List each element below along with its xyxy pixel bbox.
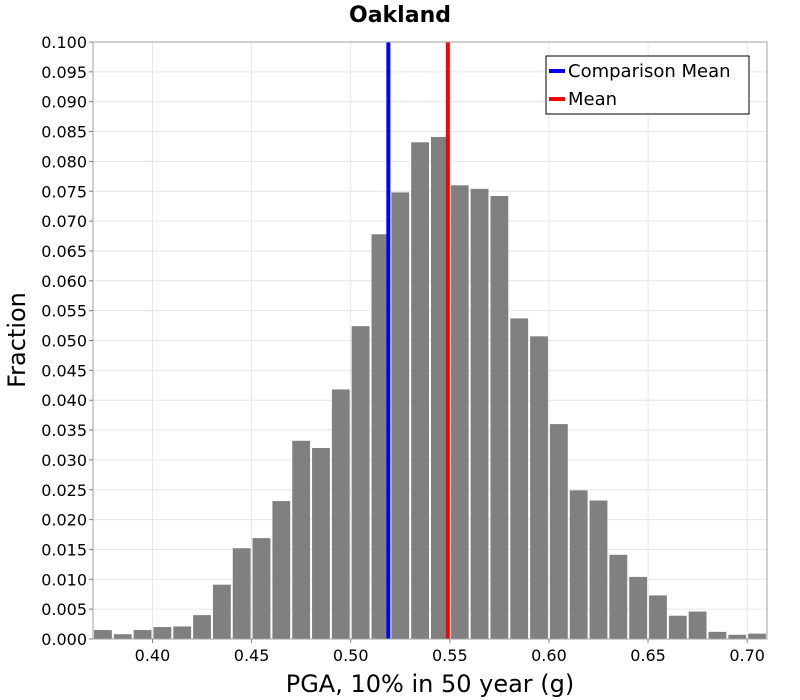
histogram-bar (391, 192, 410, 639)
legend-label-mean: Mean (568, 89, 617, 110)
y-tick-label: 0.000 (41, 630, 87, 649)
y-tick-label: 0.020 (41, 511, 87, 530)
y-axis-title: Fraction (3, 292, 31, 388)
grid-lines (93, 41, 767, 640)
histogram-bar (688, 611, 707, 639)
y-tick-label: 0.045 (41, 361, 87, 380)
y-tick-label: 0.075 (41, 182, 87, 201)
histogram-bar (589, 500, 608, 639)
histogram-bar (569, 490, 588, 639)
histogram-bar (94, 630, 112, 639)
y-tick-label: 0.025 (41, 481, 87, 500)
legend-box (545, 55, 750, 115)
histogram-bar (292, 440, 311, 639)
x-tick-label: 0.60 (531, 646, 567, 665)
histogram-bar (113, 634, 132, 639)
histogram-bar (272, 501, 291, 639)
y-tick-label: 0.050 (41, 332, 87, 351)
histogram-bar (351, 326, 370, 639)
histogram-bar (748, 633, 766, 639)
histogram-bar (609, 554, 628, 639)
histogram-bars (94, 136, 766, 639)
histogram-bar (173, 626, 192, 639)
x-tick-label: 0.45 (234, 646, 270, 665)
reference-lines (386, 42, 450, 639)
histogram-bar (629, 576, 648, 639)
x-tick-label: 0.65 (630, 646, 666, 665)
y-tick-label: 0.090 (41, 93, 87, 112)
x-axis-ticks: 0.40 0.45 0.50 0.55 0.60 0.65 0.70 (135, 639, 765, 665)
y-tick-label: 0.065 (41, 242, 87, 261)
histogram-bar (450, 185, 469, 639)
y-tick-label: 0.035 (41, 421, 87, 440)
histogram-bar (411, 142, 429, 639)
x-tick-label: 0.50 (333, 646, 369, 665)
histogram-bar (649, 595, 667, 639)
histogram-bar (510, 318, 529, 639)
histogram-bar (232, 548, 251, 639)
x-tick-label: 0.70 (729, 646, 765, 665)
histogram-bar (212, 584, 231, 639)
y-tick-label: 0.095 (41, 63, 87, 82)
histogram-bar (728, 634, 747, 639)
y-tick-label: 0.010 (41, 570, 87, 589)
y-tick-label: 0.055 (41, 302, 87, 321)
chart-title: Oakland (349, 3, 451, 28)
y-tick-label: 0.005 (41, 600, 87, 619)
legend: Comparison Mean Mean (545, 55, 750, 115)
histogram-bar (708, 631, 727, 639)
histogram-bar (252, 538, 271, 639)
x-tick-label: 0.40 (135, 646, 171, 665)
x-axis-title: PGA, 10% in 50 year (g) (286, 670, 575, 698)
legend-label-comparison-mean: Comparison Mean (568, 61, 731, 82)
y-tick-label: 0.070 (41, 212, 87, 231)
y-tick-label: 0.060 (41, 272, 87, 291)
y-tick-label: 0.080 (41, 152, 87, 171)
histogram-bar (470, 188, 489, 639)
y-tick-label: 0.040 (41, 391, 87, 410)
y-tick-label: 0.085 (41, 123, 87, 142)
x-tick-label: 0.55 (432, 646, 468, 665)
histogram-bar (312, 447, 330, 639)
histogram-bar (193, 615, 211, 639)
histogram-bar (490, 196, 509, 639)
y-axis-ticks: 0.000 0.005 0.010 0.015 0.020 0.025 0.030 0.035… (41, 33, 93, 649)
y-tick-label: 0.030 (41, 451, 87, 470)
histogram-bar (153, 627, 172, 639)
histogram-bar (431, 136, 449, 639)
histogram-bar (668, 615, 687, 639)
histogram-bar (331, 389, 350, 639)
y-tick-label: 0.015 (41, 540, 87, 559)
histogram-bar (371, 234, 390, 639)
histogram-bar (133, 630, 152, 639)
histogram-bar (549, 424, 568, 639)
y-tick-label: 0.100 (41, 33, 87, 52)
histogram-bar (530, 336, 548, 639)
